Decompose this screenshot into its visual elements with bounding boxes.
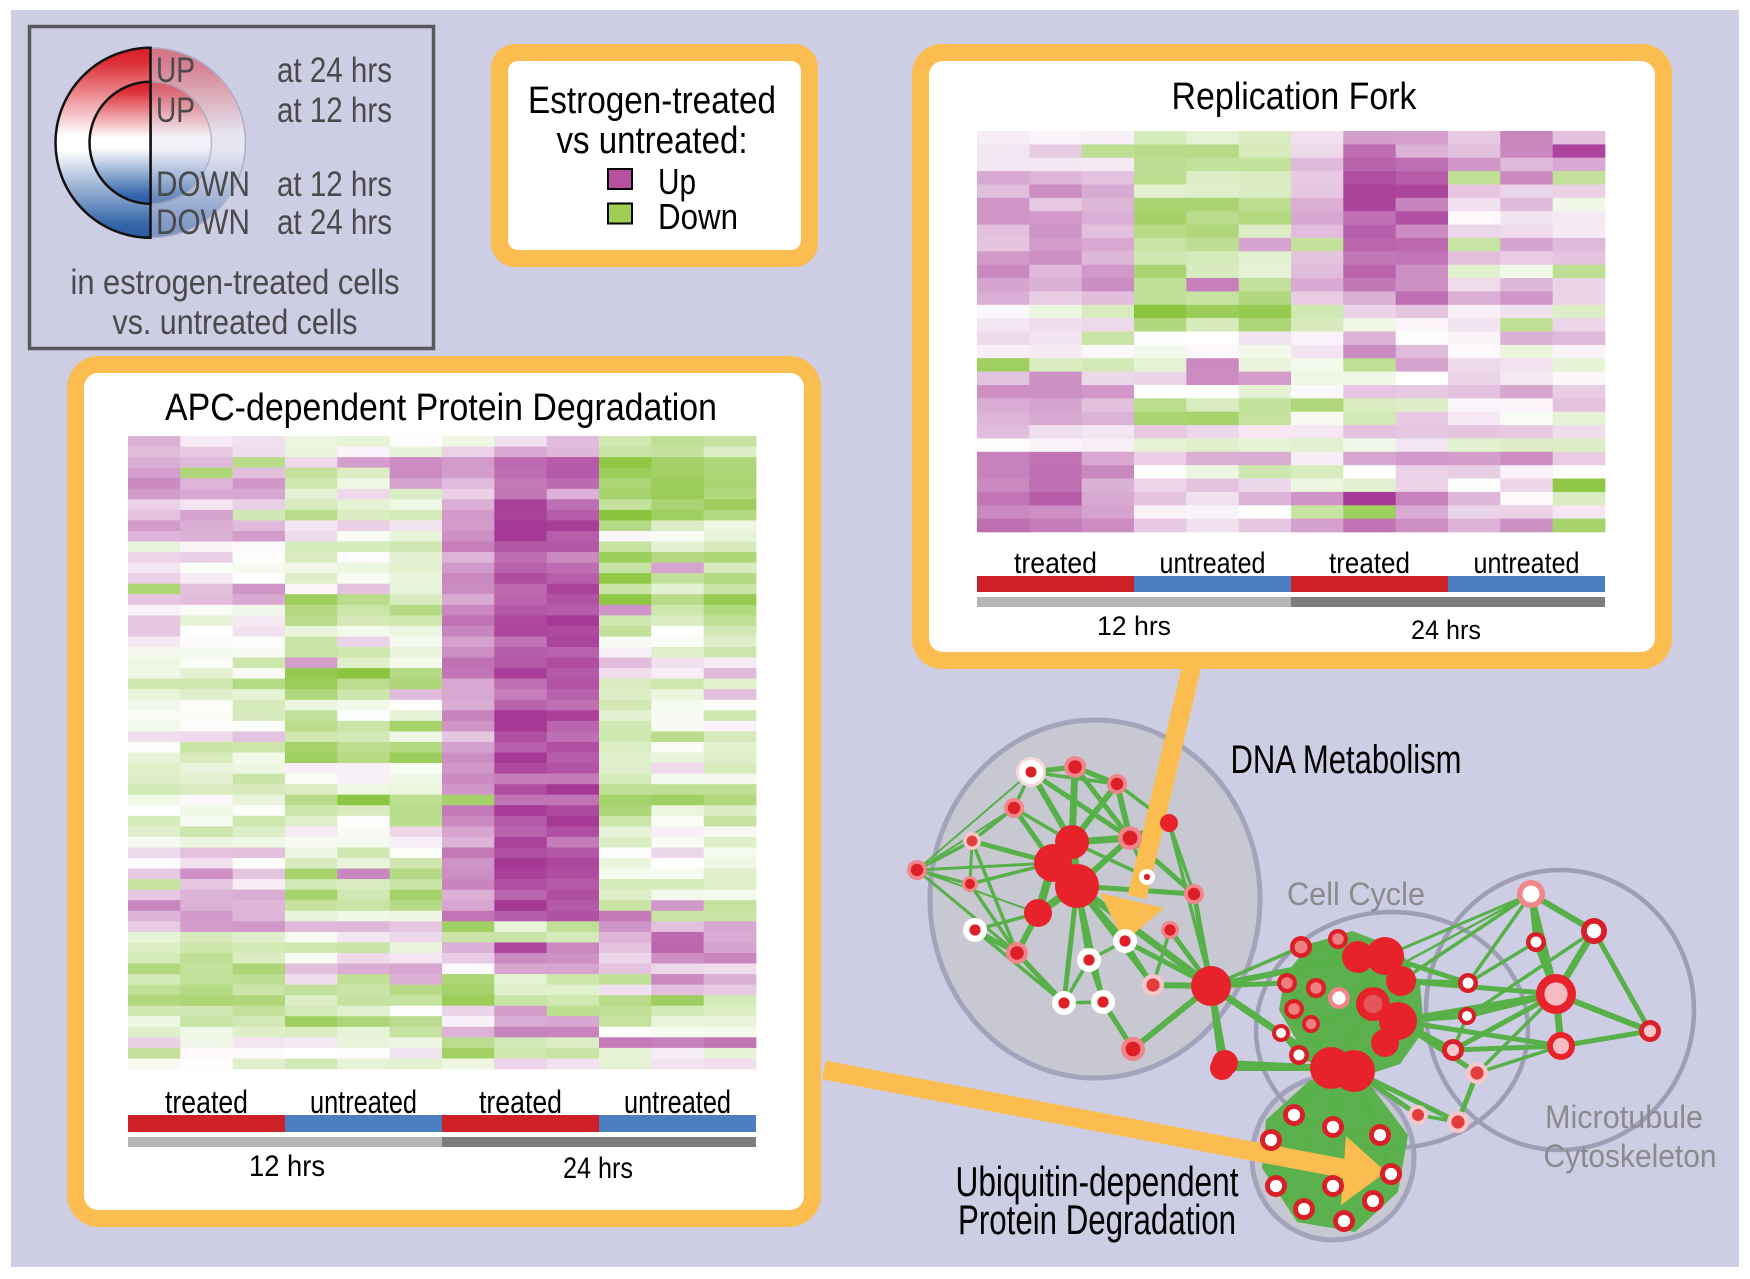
svg-text:untreated: untreated [1474, 547, 1580, 580]
svg-text:Microtubule: Microtubule [1545, 1099, 1703, 1135]
svg-text:APC-dependent Protein Degradat: APC-dependent Protein Degradation [165, 387, 717, 429]
svg-text:DOWN: DOWN [156, 203, 250, 242]
svg-text:treated: treated [165, 1084, 248, 1120]
svg-text:at 12 hrs: at 12 hrs [277, 91, 392, 130]
svg-text:UP: UP [156, 91, 195, 130]
svg-text:UP: UP [156, 51, 195, 90]
svg-text:at 24 hrs: at 24 hrs [277, 203, 392, 242]
svg-text:Ubiquitin-dependent: Ubiquitin-dependent [956, 1158, 1239, 1205]
svg-text:Estrogen-treated: Estrogen-treated [528, 80, 776, 122]
svg-text:Cell Cycle: Cell Cycle [1287, 876, 1425, 912]
svg-text:at 24 hrs: at 24 hrs [277, 51, 392, 90]
svg-text:Cytoskeleton: Cytoskeleton [1544, 1138, 1717, 1174]
svg-text:24 hrs: 24 hrs [1411, 615, 1481, 645]
svg-text:treated: treated [479, 1084, 562, 1120]
svg-text:Down: Down [658, 196, 738, 237]
svg-text:12 hrs: 12 hrs [1097, 611, 1171, 641]
svg-text:Replication Fork: Replication Fork [1172, 76, 1418, 118]
svg-text:untreated: untreated [310, 1084, 417, 1120]
svg-text:untreated: untreated [624, 1084, 731, 1120]
svg-text:Protein Degradation: Protein Degradation [958, 1196, 1236, 1243]
svg-text:treated: treated [1014, 547, 1097, 580]
svg-text:untreated: untreated [1160, 547, 1266, 580]
svg-text:24 hrs: 24 hrs [563, 1152, 633, 1185]
svg-text:12 hrs: 12 hrs [249, 1150, 325, 1183]
svg-text:at 12 hrs: at 12 hrs [277, 165, 392, 204]
svg-text:DOWN: DOWN [156, 165, 250, 204]
svg-text:treated: treated [1329, 547, 1410, 580]
svg-text:Up: Up [658, 161, 696, 202]
svg-text:vs. untreated cells: vs. untreated cells [113, 303, 358, 342]
svg-text:in estrogen-treated cells: in estrogen-treated cells [71, 263, 400, 302]
svg-text:vs untreated:: vs untreated: [557, 120, 748, 162]
svg-text:DNA Metabolism: DNA Metabolism [1231, 738, 1462, 782]
